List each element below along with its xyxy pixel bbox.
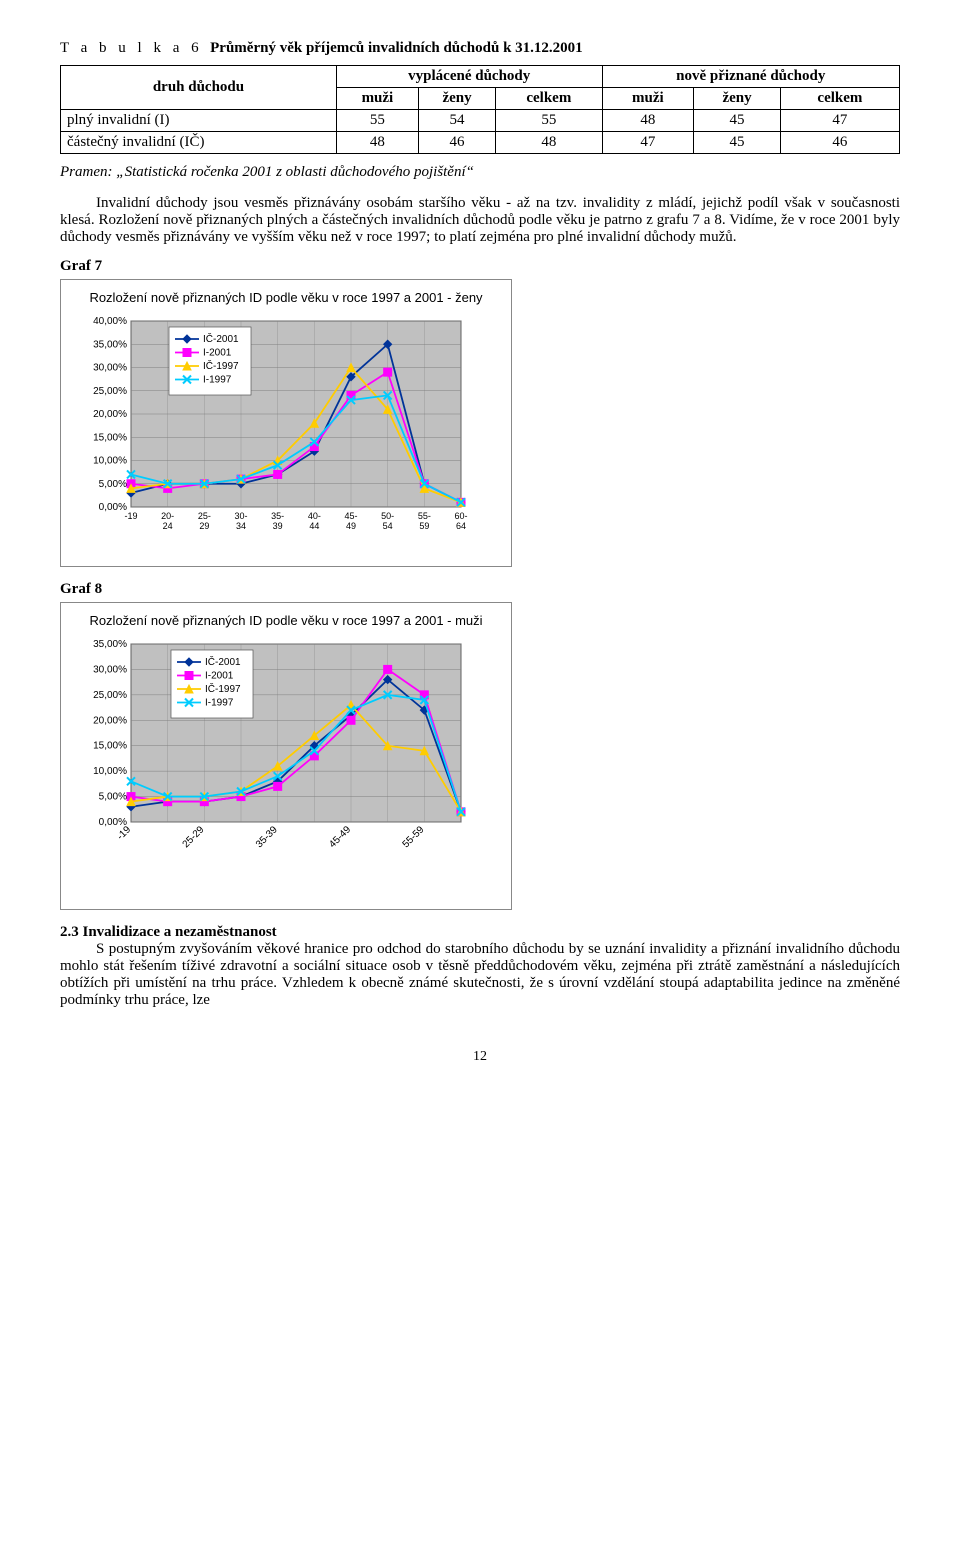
- chart8-title: Rozložení nově přiznaných ID podle věku …: [71, 613, 501, 628]
- svg-text:15,00%: 15,00%: [93, 741, 127, 752]
- svg-text:40,00%: 40,00%: [93, 316, 127, 327]
- chart8-wrap: Rozložení nově přiznaných ID podle věku …: [60, 602, 512, 910]
- section23-head: 2.3 Invalidizace a nezaměstnanost: [60, 924, 277, 940]
- svg-text:IČ-2001: IČ-2001: [205, 655, 241, 668]
- svg-text:35,00%: 35,00%: [93, 639, 127, 650]
- graf8-label: Graf 8: [60, 581, 900, 598]
- svg-text:20,00%: 20,00%: [93, 715, 127, 726]
- chart7-svg: 0,00% 5,00% 10,00% 15,00% 20,00% 25,00% 30,00%…: [71, 315, 481, 545]
- table6-caption-spaced: T a b u l k a 6: [60, 40, 203, 56]
- svg-text:24: 24: [163, 521, 173, 531]
- svg-text:0,00%: 0,00%: [99, 502, 127, 513]
- svg-text:I-2001: I-2001: [203, 348, 232, 359]
- svg-text:10,00%: 10,00%: [93, 766, 127, 777]
- svg-text:20-: 20-: [161, 511, 174, 521]
- svg-text:5,00%: 5,00%: [99, 479, 127, 490]
- svg-text:IČ-1997: IČ-1997: [205, 682, 241, 695]
- svg-text:44: 44: [309, 521, 319, 531]
- svg-text:34: 34: [236, 521, 246, 531]
- svg-text:40-: 40-: [308, 511, 321, 521]
- svg-text:30,00%: 30,00%: [93, 363, 127, 374]
- svg-text:45-: 45-: [344, 511, 357, 521]
- svg-text:IČ-2001: IČ-2001: [203, 332, 239, 345]
- table6-caption: T a b u l k a 6 Průměrný věk příjemců in…: [60, 40, 900, 57]
- page-number: 12: [60, 1049, 900, 1065]
- svg-text:55-: 55-: [418, 511, 431, 521]
- svg-text:50-: 50-: [381, 511, 394, 521]
- svg-text:IČ-1997: IČ-1997: [203, 359, 239, 372]
- section23: 2.3 Invalidizace a nezaměstnanost S post…: [60, 924, 900, 1009]
- svg-text:I-2001: I-2001: [205, 671, 234, 682]
- svg-text:10,00%: 10,00%: [93, 456, 127, 467]
- svg-text:25,00%: 25,00%: [93, 690, 127, 701]
- svg-text:25-29: 25-29: [181, 824, 207, 850]
- svg-text:64: 64: [456, 521, 466, 531]
- svg-text:15,00%: 15,00%: [93, 432, 127, 443]
- svg-text:35-39: 35-39: [254, 824, 280, 850]
- svg-text:55-59: 55-59: [401, 824, 427, 850]
- svg-text:39: 39: [273, 521, 283, 531]
- svg-text:5,00%: 5,00%: [99, 792, 127, 803]
- svg-text:-19: -19: [124, 511, 137, 521]
- chart8-svg: 0,00%5,00%10,00%15,00%20,00%25,00%30,00%…: [71, 638, 481, 888]
- svg-text:45-49: 45-49: [327, 824, 353, 850]
- svg-text:30,00%: 30,00%: [93, 664, 127, 675]
- svg-text:49: 49: [346, 521, 356, 531]
- section23-body: S postupným zvyšováním věkové hranice pr…: [60, 941, 900, 1009]
- chart7-title: Rozložení nově přiznaných ID podle věku …: [71, 290, 501, 305]
- svg-text:30-: 30-: [234, 511, 247, 521]
- svg-text:25-: 25-: [198, 511, 211, 521]
- svg-text:20,00%: 20,00%: [93, 409, 127, 420]
- table6-caption-bold: Průměrný věk příjemců invalidních důchod…: [210, 40, 583, 56]
- para1: Invalidní důchody jsou vesměs přiznávány…: [60, 195, 900, 246]
- svg-text:35,00%: 35,00%: [93, 339, 127, 350]
- svg-text:29: 29: [199, 521, 209, 531]
- graf7-label: Graf 7: [60, 258, 900, 275]
- svg-text:59: 59: [419, 521, 429, 531]
- svg-text:54: 54: [383, 521, 393, 531]
- svg-text:35-: 35-: [271, 511, 284, 521]
- svg-text:25,00%: 25,00%: [93, 386, 127, 397]
- chart7-wrap: Rozložení nově přiznaných ID podle věku …: [60, 279, 512, 567]
- svg-text:60-: 60-: [454, 511, 467, 521]
- svg-text:I-1997: I-1997: [205, 698, 234, 709]
- source-line: Pramen: „Statistická ročenka 2001 z obla…: [60, 164, 900, 181]
- svg-text:I-1997: I-1997: [203, 375, 232, 386]
- table6: druh důchoduvyplácené důchodynově přizna…: [60, 65, 900, 154]
